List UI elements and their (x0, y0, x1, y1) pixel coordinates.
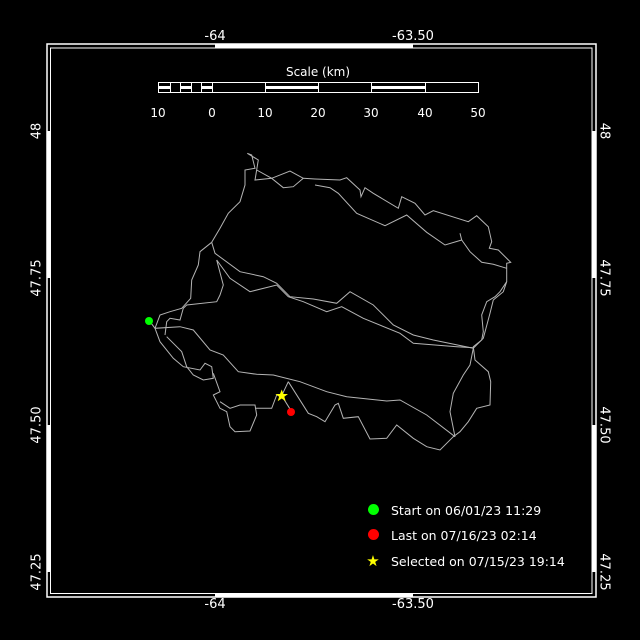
lon-tick-label: -64 (204, 29, 226, 44)
lon-tick-label: -63.50 (392, 29, 434, 44)
green-circle-icon (367, 503, 379, 515)
track-segment (449, 281, 508, 437)
legend-last-label: Last on 07/16/23 02:14 (391, 527, 537, 543)
frame-top-bar (215, 44, 413, 48)
lat-tick-label: 48 (29, 122, 45, 140)
track-lines (148, 152, 512, 451)
scale-segment (212, 82, 266, 93)
legend-start: Start on 06/01/23 11:29 (365, 502, 541, 518)
scale-segment-fill (158, 86, 170, 89)
lat-tick-label: 47.75 (29, 259, 45, 297)
lat-tick-label: 48 (596, 122, 612, 140)
scale-label: 20 (310, 106, 326, 120)
selected-star-marker[interactable] (275, 389, 288, 402)
track-segment (154, 241, 213, 329)
track-segment (255, 381, 289, 409)
frame-left-bar-2 (47, 425, 51, 572)
track-segment (164, 259, 224, 336)
legend-last: Last on 07/16/23 02:14 (365, 527, 537, 543)
last-marker[interactable] (287, 408, 295, 416)
lat-tick-label: 47.50 (596, 406, 612, 444)
frame-right-bar-1 (592, 131, 596, 278)
scale-segment-fill (371, 86, 425, 89)
frame-bottom-bar (215, 593, 413, 597)
frame-right-bar-2 (592, 425, 596, 572)
scale-label: 10 (150, 106, 166, 120)
scale-label: 10 (257, 106, 273, 120)
scale-label: 50 (470, 106, 486, 120)
scale-segment (318, 82, 372, 93)
red-circle-icon (367, 528, 379, 540)
legend-start-label: Start on 06/01/23 11:29 (391, 502, 542, 518)
scale-title: Scale (km) (285, 65, 351, 79)
track-segment (212, 373, 258, 433)
scale-segment-fill (180, 86, 191, 89)
track-segment (211, 242, 474, 349)
lon-tick-label: -63.50 (392, 597, 434, 612)
track-segment (314, 184, 463, 246)
lat-tick-label: 47.75 (596, 259, 612, 297)
yellow-star-icon: ★ (366, 552, 380, 570)
lat-tick-label: 47.25 (596, 553, 612, 591)
scale-segment (170, 82, 181, 93)
scale-segment-fill (201, 86, 212, 89)
start-marker[interactable] (145, 317, 153, 325)
lat-tick-label: 47.50 (29, 406, 45, 444)
scale-segment-fill (265, 86, 318, 89)
track-segment (211, 152, 512, 451)
track-segment (461, 239, 507, 269)
lat-tick-label: 47.25 (29, 553, 45, 591)
scale-segment (191, 82, 202, 93)
legend-selected-label: Selected on 07/15/23 19:14 (391, 553, 565, 569)
track-segment (256, 169, 304, 189)
scale-bar (158, 82, 479, 93)
lon-tick-label: -64 (204, 597, 226, 612)
frame-left-bar-1 (47, 131, 51, 278)
scale-segment (425, 82, 479, 93)
scale-label: 0 (208, 106, 216, 120)
scale-label: 40 (417, 106, 433, 120)
scale-label: 30 (363, 106, 379, 120)
track-segment (216, 259, 474, 349)
map-frame (46, 43, 597, 598)
track-segment (148, 320, 456, 438)
track-segment (154, 328, 214, 381)
legend-selected: ★ Selected on 07/15/23 19:14 (365, 552, 565, 570)
